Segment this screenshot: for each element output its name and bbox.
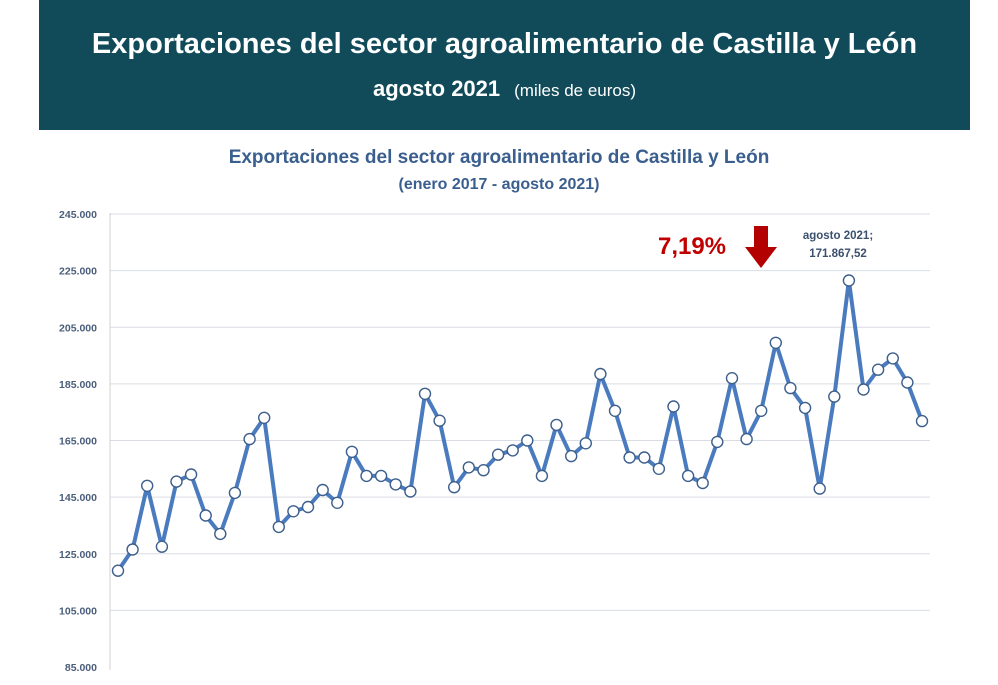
data-point [506, 444, 519, 457]
data-point [184, 468, 198, 481]
data-point [769, 336, 782, 349]
data-point [521, 434, 534, 447]
data-point [126, 543, 139, 556]
data-point [228, 486, 242, 500]
header-banner: Exportaciones del sector agroalimentario… [39, 0, 970, 130]
data-point [550, 418, 563, 432]
y-tick-label: 125.000 [59, 549, 97, 561]
data-point [638, 451, 651, 464]
y-tick-labels: 85.000 105.000 125.000 145.000 165.000 185.00… [59, 209, 97, 674]
data-point [755, 404, 768, 417]
data-point [287, 505, 300, 518]
data-point [623, 451, 636, 464]
gridlines [110, 213, 930, 611]
data-point [111, 564, 125, 577]
period-label: agosto 2021 [372, 76, 501, 101]
last-point-label-value: 171.867,52 [809, 248, 867, 260]
data-point [316, 483, 329, 497]
chart-subtitle: (enero 2017 - agosto 2021) [398, 176, 600, 193]
data-point [374, 469, 388, 483]
y-tick-label: 245.000 [59, 209, 97, 221]
data-point [915, 414, 929, 428]
data-point [462, 461, 475, 474]
data-point [696, 476, 709, 490]
data-point [725, 372, 739, 385]
chart-title: Exportaciones del sector agroalimentario… [228, 147, 770, 168]
data-point [170, 475, 183, 488]
unit-label: (miles de euros) [514, 81, 637, 100]
data-point [140, 479, 154, 492]
data-point [681, 469, 695, 483]
data-point [301, 500, 315, 514]
y-tick-label: 145.000 [59, 492, 97, 504]
data-point [842, 274, 856, 287]
data-point [404, 485, 417, 498]
data-point [813, 482, 826, 495]
data-markers [111, 274, 929, 577]
y-tick-label: 165.000 [59, 436, 97, 448]
data-point [345, 445, 359, 458]
data-point [608, 404, 622, 417]
data-point [798, 401, 812, 415]
y-tick-label: 85.000 [65, 662, 97, 674]
data-point [652, 462, 666, 475]
data-point [871, 363, 885, 376]
y-tick-label: 225.000 [59, 266, 97, 278]
data-point [857, 383, 870, 396]
data-point [901, 376, 914, 389]
data-point [535, 469, 549, 483]
data-point [433, 414, 446, 427]
data-point [565, 449, 578, 463]
data-point [594, 367, 607, 381]
data-point [418, 387, 432, 400]
page-subtitle: agosto 2021 (miles de euros) [39, 76, 970, 102]
data-point [258, 411, 271, 424]
data-point [360, 469, 373, 483]
data-point [667, 400, 680, 413]
data-point [448, 481, 461, 494]
y-tick-label: 185.000 [59, 379, 97, 391]
data-point [214, 527, 227, 541]
data-point [199, 509, 212, 522]
series-line [116, 278, 924, 573]
page-title: Exportaciones del sector agroalimentario… [91, 28, 918, 60]
data-point [243, 432, 256, 446]
change-indicator: 7,19% [658, 226, 777, 268]
change-percent: 7,19% [658, 233, 726, 260]
data-point [711, 435, 724, 449]
y-tick-label: 205.000 [59, 322, 97, 334]
last-point-label-date: agosto 2021; [803, 230, 873, 242]
data-point [828, 390, 841, 403]
data-point [491, 448, 505, 461]
data-point [579, 437, 592, 450]
data-point [784, 381, 797, 395]
down-arrow-icon [745, 226, 777, 268]
data-point [740, 432, 753, 446]
data-point [886, 352, 899, 365]
data-point [477, 464, 490, 477]
data-point [389, 478, 402, 491]
data-point [272, 520, 285, 534]
data-point [155, 540, 169, 553]
data-point [331, 496, 344, 509]
y-tick-label: 105.000 [59, 605, 97, 617]
